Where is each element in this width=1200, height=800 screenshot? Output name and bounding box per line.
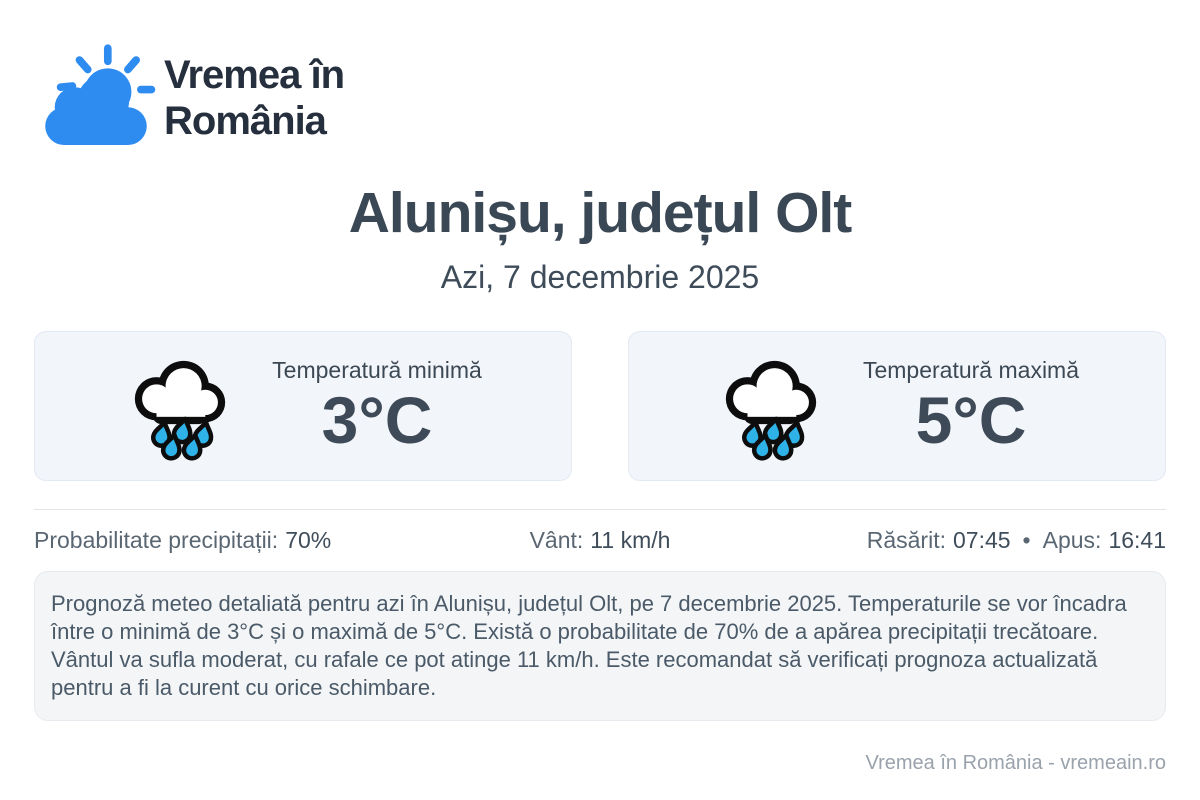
max-temperature-text: Temperatură maximă 5°C <box>863 357 1079 454</box>
card-label: Temperatură maximă <box>862 357 1080 384</box>
brand-name-line1: Vremea în <box>164 53 345 98</box>
temperature-value: 3°C <box>321 383 433 458</box>
sunset-value: 16:41 <box>1108 526 1166 553</box>
date-subtitle: Azi, 7 decembrie 2025 <box>440 258 760 295</box>
wind-value: 11 km/h <box>590 526 671 553</box>
precipitation-label: Probabilitate precipitații: <box>34 526 279 553</box>
wind-stat: Vânt: 11 km/h <box>530 527 671 554</box>
sun-times-stat: Răsărit: 07:45 • Apus: 16:41 <box>867 527 1166 554</box>
min-temperature-text: Temperatură minimă 3°C <box>272 357 482 454</box>
temperature-cards: Temperatură minimă 3°C <box>34 330 1166 481</box>
stats-bar: Probabilitate precipitații: 70% Vânt: 11 k… <box>34 508 1166 554</box>
footer-credit: Vremea în România - vremeain.ro <box>865 751 1167 774</box>
bullet-separator: • <box>1022 526 1031 553</box>
forecast-description: Prognoză meteo detaliată pentru azi în A… <box>34 570 1166 721</box>
page-title: Alunișu, județul Olt <box>348 181 852 245</box>
brand-name: Vremea în România <box>164 53 345 144</box>
precipitation-stat: Probabilitate precipitații: 70% <box>34 527 331 554</box>
precipitation-value: 70% <box>285 526 332 553</box>
sunrise-label: Răsărit: <box>866 526 946 553</box>
sun-cloud-icon <box>36 40 156 158</box>
max-temperature-card: Temperatură maximă 5°C <box>628 330 1166 481</box>
min-temperature-card: Temperatură minimă 3°C <box>34 330 572 481</box>
temperature-value: 5°C <box>915 383 1027 458</box>
brand-name-line2: România <box>164 99 327 143</box>
site-logo[interactable]: Vremea în România <box>36 40 1166 158</box>
sunrise-value: 07:45 <box>952 526 1011 553</box>
card-label: Temperatură minimă <box>272 357 482 384</box>
rain-cloud-icon <box>124 350 236 462</box>
wind-label: Vânt: <box>529 526 584 553</box>
rain-cloud-icon <box>715 350 827 462</box>
sunset-label: Apus: <box>1042 526 1102 553</box>
